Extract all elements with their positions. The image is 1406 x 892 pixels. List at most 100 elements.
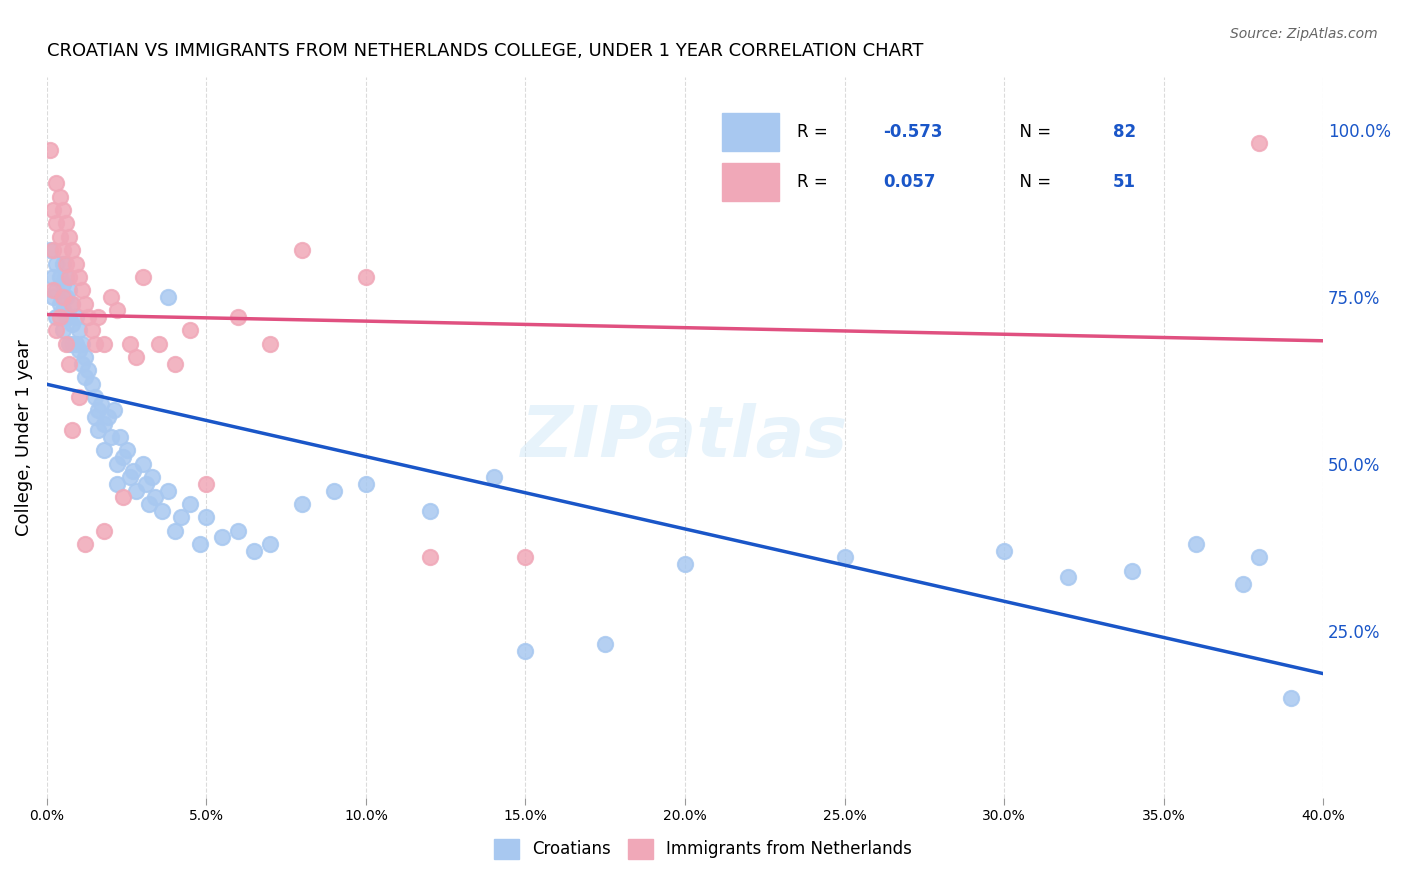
Point	[515, 644, 537, 658]
Point	[110, 430, 132, 444]
Point	[135, 476, 157, 491]
Point	[58, 283, 80, 297]
Text: ZIPatlas: ZIPatlas	[522, 402, 849, 472]
Point	[67, 390, 90, 404]
Point	[55, 310, 77, 324]
Point	[105, 457, 128, 471]
Point	[58, 357, 80, 371]
Point	[170, 510, 193, 524]
Point	[93, 417, 115, 431]
Point	[179, 323, 201, 337]
Point	[419, 550, 441, 565]
Point	[90, 397, 112, 411]
Point	[67, 343, 90, 358]
Point	[62, 296, 84, 310]
Legend: Croatians, Immigrants from Netherlands: Croatians, Immigrants from Netherlands	[488, 832, 918, 866]
Point	[150, 503, 173, 517]
Point	[1249, 136, 1271, 151]
Point	[52, 303, 75, 318]
Point	[45, 177, 67, 191]
Point	[179, 497, 201, 511]
Point	[42, 290, 65, 304]
Point	[65, 256, 87, 270]
Point	[673, 557, 696, 571]
Point	[55, 269, 77, 284]
Point	[993, 543, 1015, 558]
Point	[75, 537, 97, 551]
Point	[163, 357, 186, 371]
Point	[75, 370, 97, 384]
Point	[65, 310, 87, 324]
Point	[354, 269, 377, 284]
Point	[62, 296, 84, 310]
Point	[45, 283, 67, 297]
Point	[55, 256, 77, 270]
Point	[39, 143, 62, 157]
Point	[39, 243, 62, 257]
Point	[112, 450, 135, 465]
Point	[55, 290, 77, 304]
Point	[42, 269, 65, 284]
Point	[45, 217, 67, 231]
Point	[112, 490, 135, 504]
Point	[48, 296, 70, 310]
Point	[42, 203, 65, 218]
Point	[1232, 577, 1254, 591]
Point	[93, 336, 115, 351]
Point	[67, 323, 90, 337]
Point	[243, 543, 266, 558]
Point	[211, 530, 233, 544]
Point	[62, 243, 84, 257]
Point	[42, 243, 65, 257]
Point	[419, 503, 441, 517]
Point	[1057, 570, 1080, 584]
Point	[77, 310, 100, 324]
Point	[48, 269, 70, 284]
Point	[291, 497, 314, 511]
Point	[52, 243, 75, 257]
Point	[122, 463, 145, 477]
Point	[83, 336, 105, 351]
Point	[105, 476, 128, 491]
Point	[62, 317, 84, 331]
Point	[80, 323, 103, 337]
Point	[163, 524, 186, 538]
Point	[48, 310, 70, 324]
Point	[1249, 550, 1271, 565]
Point	[70, 336, 93, 351]
Point	[157, 483, 180, 498]
Point	[96, 410, 118, 425]
Point	[482, 470, 505, 484]
Point	[103, 403, 125, 417]
Point	[58, 336, 80, 351]
Point	[55, 336, 77, 351]
Text: CROATIAN VS IMMIGRANTS FROM NETHERLANDS COLLEGE, UNDER 1 YEAR CORRELATION CHART: CROATIAN VS IMMIGRANTS FROM NETHERLANDS …	[46, 42, 924, 60]
Y-axis label: College, Under 1 year: College, Under 1 year	[15, 339, 32, 535]
Point	[70, 283, 93, 297]
Point	[58, 230, 80, 244]
Point	[75, 350, 97, 364]
Point	[52, 277, 75, 291]
Point	[115, 443, 138, 458]
Point	[70, 357, 93, 371]
Point	[354, 476, 377, 491]
Point	[77, 363, 100, 377]
Point	[157, 290, 180, 304]
Point	[62, 336, 84, 351]
Point	[118, 470, 141, 484]
Point	[188, 537, 211, 551]
Text: Source: ZipAtlas.com: Source: ZipAtlas.com	[1230, 27, 1378, 41]
Point	[593, 637, 616, 651]
Point	[52, 323, 75, 337]
Point	[55, 217, 77, 231]
Point	[65, 336, 87, 351]
Point	[45, 323, 67, 337]
Point	[83, 410, 105, 425]
Point	[48, 230, 70, 244]
Point	[145, 490, 167, 504]
Point	[1279, 690, 1302, 705]
Point	[515, 550, 537, 565]
Point	[291, 243, 314, 257]
Point	[125, 350, 148, 364]
Point	[93, 443, 115, 458]
